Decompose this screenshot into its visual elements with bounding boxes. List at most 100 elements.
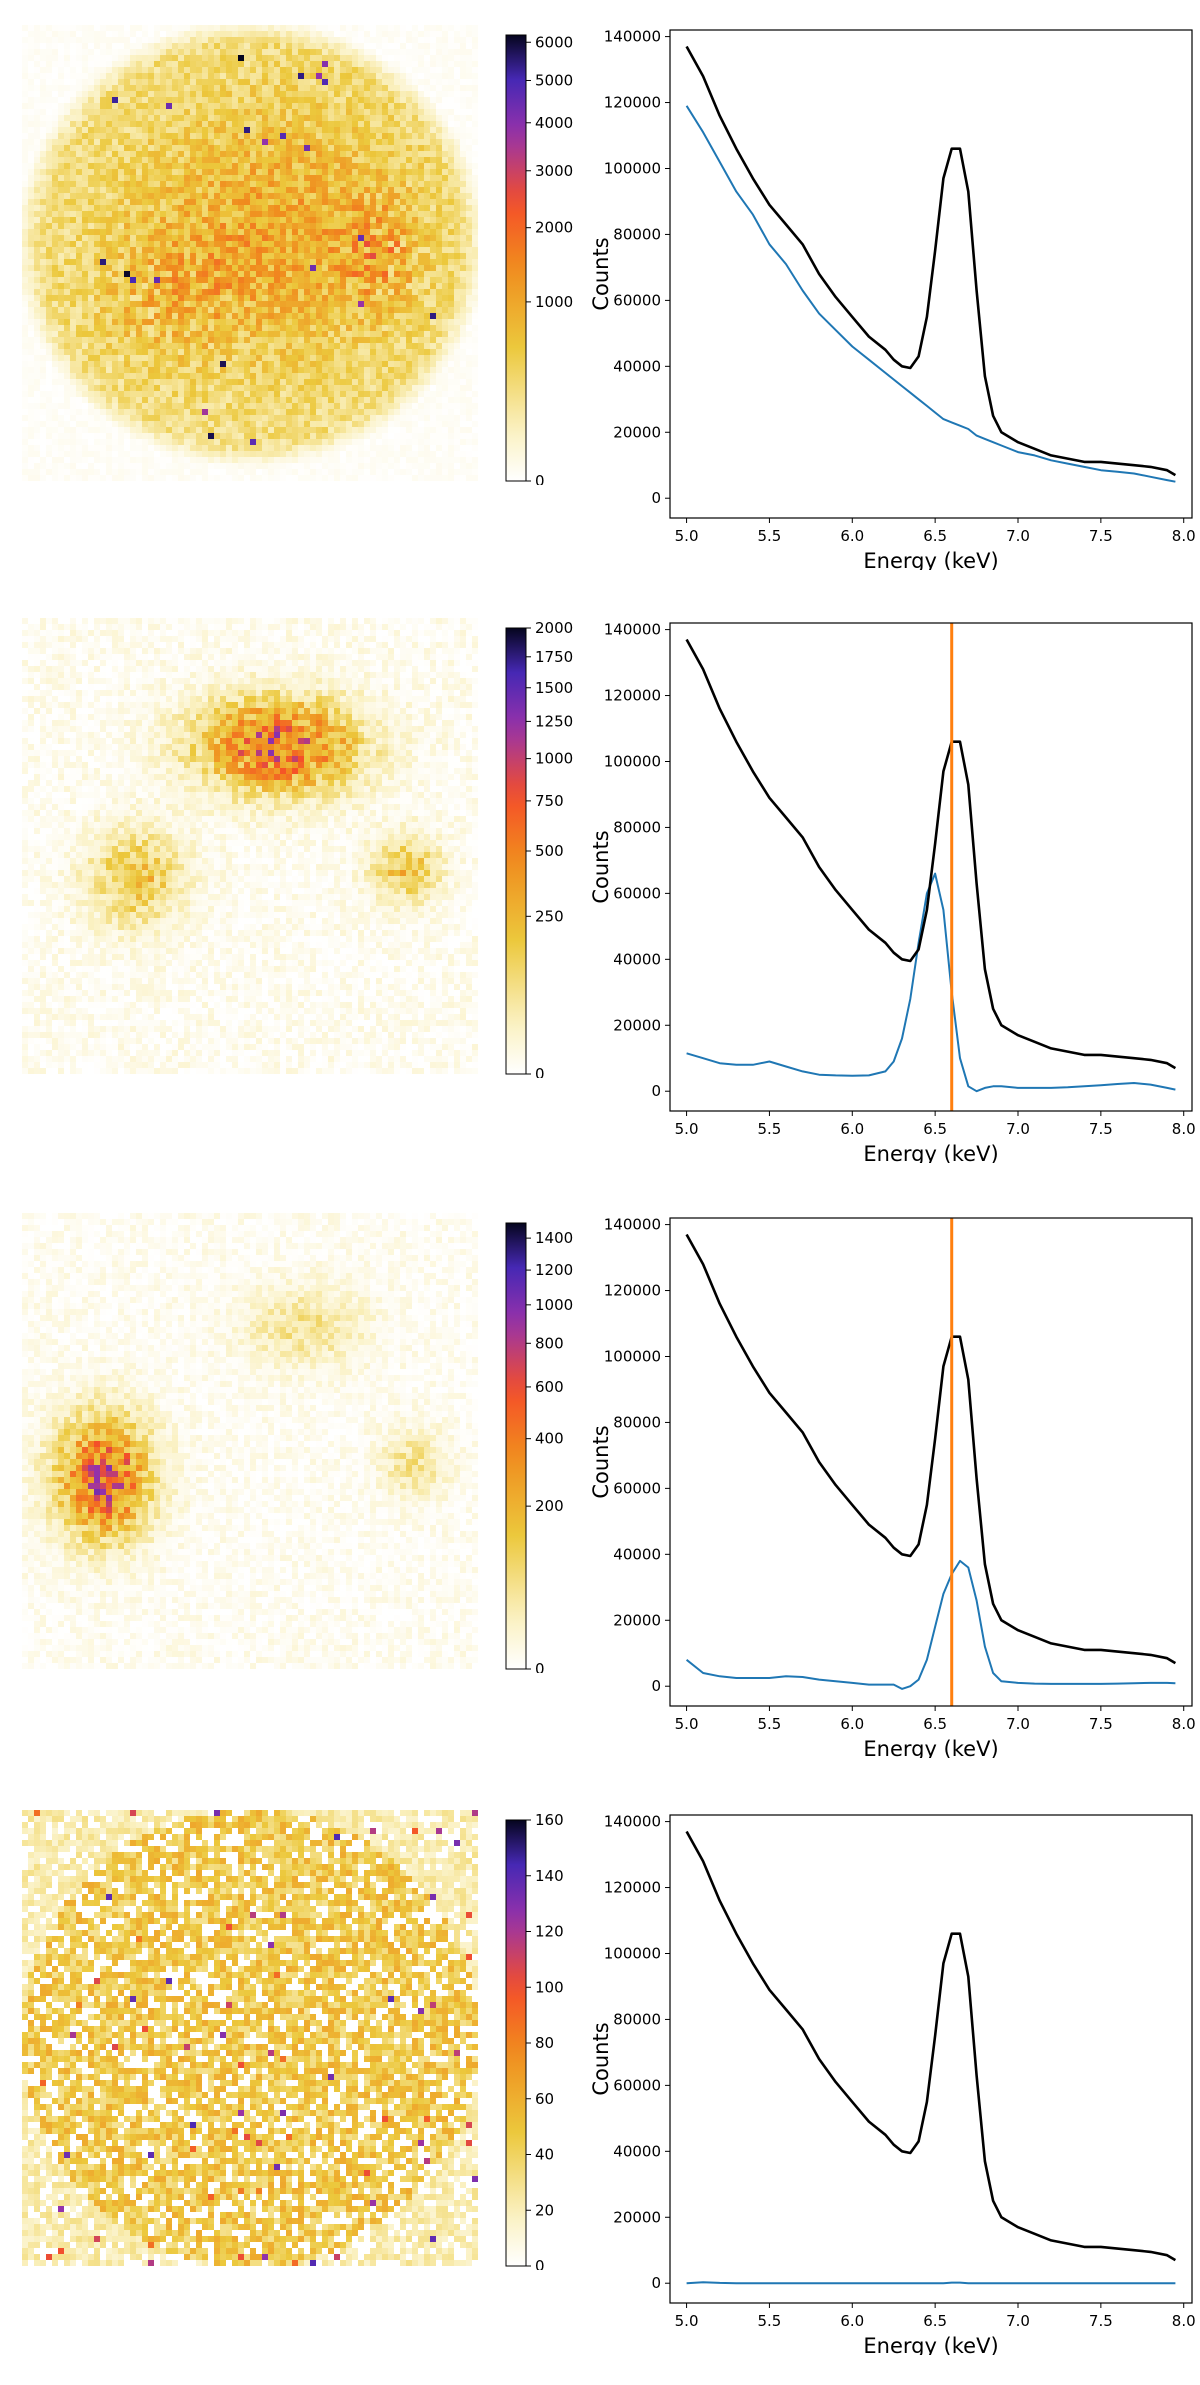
y-tick-label: 60000 — [613, 884, 661, 902]
y-tick-label: 100000 — [604, 752, 661, 770]
x-tick-label: 5.0 — [675, 1120, 699, 1138]
colorbar-tick-label: 200 — [535, 1497, 564, 1515]
series-line-total — [687, 47, 1176, 476]
series-line-component — [687, 2282, 1176, 2283]
colorbar-tick-label: 2000 — [535, 619, 573, 637]
x-tick-label: 6.5 — [923, 1715, 947, 1733]
intensity-map-2 — [22, 618, 478, 1074]
colorbar-tick-label: 800 — [535, 1334, 564, 1352]
colorbar-tick-label: 140 — [535, 1867, 564, 1885]
y-tick-label: 80000 — [613, 2010, 661, 2028]
spectrum-chart-4: 0200004000060000800001000001200001400005… — [580, 1795, 1200, 2355]
series-line-component — [687, 874, 1176, 1092]
colorbar-tick-label: 120 — [535, 1923, 564, 1941]
y-axis-label: Counts — [589, 830, 613, 903]
colorbar-tick-label: 60 — [535, 2090, 554, 2108]
x-tick-label: 6.0 — [840, 2312, 864, 2330]
colorbar-tick-label: 4000 — [535, 114, 573, 132]
x-tick-label: 5.0 — [675, 2312, 699, 2330]
y-tick-label: 140000 — [604, 621, 661, 639]
colorbar-tick-label: 2000 — [535, 219, 573, 237]
x-tick-label: 8.0 — [1172, 1715, 1196, 1733]
x-tick-label: 5.5 — [757, 527, 781, 545]
y-tick-label: 60000 — [613, 1479, 661, 1497]
y-tick-label: 40000 — [613, 1545, 661, 1563]
x-tick-label: 7.5 — [1089, 1120, 1113, 1138]
y-tick-label: 120000 — [604, 687, 661, 705]
x-tick-label: 8.0 — [1172, 1120, 1196, 1138]
x-tick-label: 8.0 — [1172, 2312, 1196, 2330]
x-tick-label: 6.0 — [840, 527, 864, 545]
colorbar-gradient — [506, 1223, 526, 1669]
colorbar-tick-label: 1250 — [535, 712, 573, 730]
colorbar-tick-label: 1000 — [535, 293, 573, 311]
y-tick-label: 0 — [651, 1082, 661, 1100]
x-tick-label: 7.0 — [1006, 527, 1030, 545]
series-line-total — [687, 1832, 1176, 2261]
colorbar-tick-label: 20 — [535, 2201, 554, 2219]
series-line-total — [687, 1235, 1176, 1664]
y-tick-label: 0 — [651, 2274, 661, 2292]
y-tick-label: 120000 — [604, 1282, 661, 1300]
y-tick-label: 100000 — [604, 1347, 661, 1365]
map-pixels — [22, 1810, 478, 2266]
series-line-total — [687, 640, 1176, 1069]
x-tick-label: 6.5 — [923, 2312, 947, 2330]
colorbar-tick-label: 1000 — [535, 750, 573, 768]
colorbar-tick-label: 6000 — [535, 33, 573, 51]
x-tick-label: 7.5 — [1089, 527, 1113, 545]
colorbar-tick-label: 40 — [535, 2146, 554, 2164]
spectrum-chart-2: 0200004000060000800001000001200001400005… — [580, 603, 1200, 1163]
y-tick-label: 40000 — [613, 950, 661, 968]
y-tick-label: 20000 — [613, 423, 661, 441]
colorbar-tick-label: 1400 — [535, 1229, 573, 1247]
colorbar-tick-label: 600 — [535, 1378, 564, 1396]
x-tick-label: 7.0 — [1006, 2312, 1030, 2330]
colorbar-tick-label: 1000 — [535, 1296, 573, 1314]
y-tick-label: 100000 — [604, 1944, 661, 1962]
colorbar-tick-label: 1750 — [535, 648, 573, 666]
spectrum-chart-1: 0200004000060000800001000001200001400005… — [580, 10, 1200, 570]
colorbar-tick-label: 80 — [535, 2034, 554, 2052]
map-pixels — [22, 1213, 478, 1669]
colorbar-gradient — [506, 35, 526, 481]
colorbar-tick-label: 250 — [535, 907, 564, 925]
colorbar-tick-label: 0 — [535, 472, 545, 485]
x-tick-label: 7.5 — [1089, 1715, 1113, 1733]
x-tick-label: 7.5 — [1089, 2312, 1113, 2330]
x-tick-label: 5.5 — [757, 1715, 781, 1733]
x-tick-label: 6.5 — [923, 527, 947, 545]
x-axis-label: Energy (keV) — [863, 549, 998, 570]
intensity-map-3 — [22, 1213, 478, 1669]
y-tick-label: 20000 — [613, 1611, 661, 1629]
colorbar-tick-label: 500 — [535, 842, 564, 860]
x-tick-label: 7.0 — [1006, 1715, 1030, 1733]
y-axis-label: Counts — [589, 237, 613, 310]
y-tick-label: 120000 — [604, 94, 661, 112]
colorbar-tick-label: 1500 — [535, 679, 573, 697]
y-tick-label: 20000 — [613, 1016, 661, 1034]
y-tick-label: 60000 — [613, 291, 661, 309]
colorbar-tick-label: 100 — [535, 1978, 564, 1996]
colorbar-tick-label: 3000 — [535, 162, 573, 180]
x-axis-label: Energy (keV) — [863, 2334, 998, 2355]
x-tick-label: 5.5 — [757, 1120, 781, 1138]
x-tick-label: 6.5 — [923, 1120, 947, 1138]
colorbar-tick-label: 750 — [535, 792, 564, 810]
map-pixels — [22, 618, 478, 1074]
x-axis-label: Energy (keV) — [863, 1737, 998, 1758]
y-tick-label: 120000 — [604, 1879, 661, 1897]
y-tick-label: 140000 — [604, 1813, 661, 1831]
intensity-map-4 — [22, 1810, 478, 2266]
series-line-component — [687, 1561, 1176, 1689]
y-tick-label: 100000 — [604, 159, 661, 177]
x-tick-label: 8.0 — [1172, 527, 1196, 545]
y-tick-label: 60000 — [613, 2076, 661, 2094]
